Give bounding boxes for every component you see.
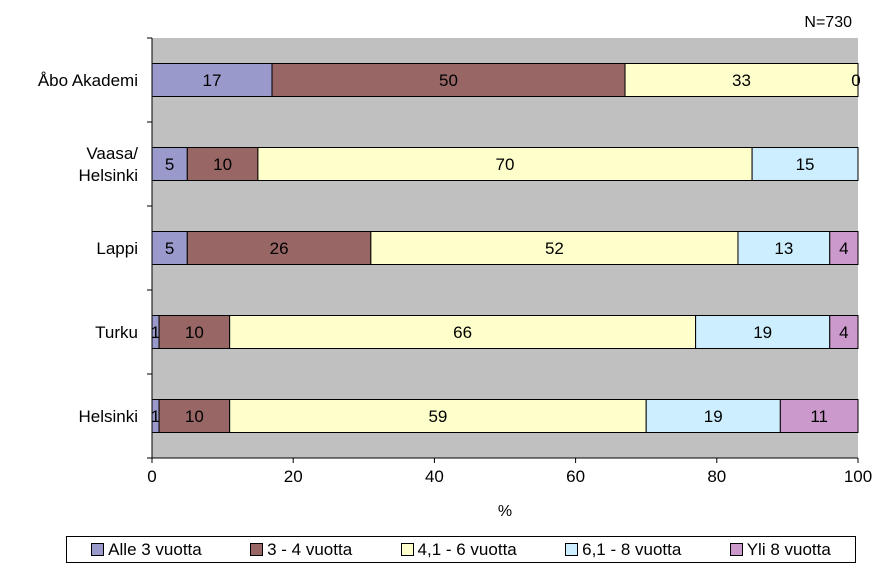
data-label: 19 <box>704 407 723 426</box>
legend-label: Yli 8 vuotta <box>746 539 831 559</box>
bar-segment <box>151 147 188 181</box>
x-tick-label: 20 <box>284 467 303 486</box>
category-label: Vaasa/ <box>86 144 138 163</box>
category-label: Helsinki <box>78 166 138 185</box>
legend-swatch <box>565 543 579 556</box>
data-label: 4 <box>839 323 848 342</box>
data-label: 59 <box>428 407 447 426</box>
bar-segment <box>257 147 753 181</box>
data-label: 15 <box>796 155 815 174</box>
bar-segment <box>186 147 259 181</box>
bar-segment <box>271 63 626 97</box>
legend-label: Alle 3 vuotta <box>108 539 202 559</box>
data-label: 13 <box>774 239 793 258</box>
data-label: 26 <box>270 239 289 258</box>
category-label: Helsinki <box>78 407 138 426</box>
x-tick-label: 60 <box>566 467 585 486</box>
bar-segment <box>158 315 231 349</box>
legend-item: Alle 3 vuotta <box>91 540 202 560</box>
data-label: 5 <box>165 239 174 258</box>
data-label: 10 <box>185 407 204 426</box>
data-label: 66 <box>453 323 472 342</box>
bar-segment <box>158 399 231 433</box>
sample-size-note: N=730 <box>804 14 852 31</box>
data-label: 50 <box>439 71 458 90</box>
legend-item: 4,1 - 6 vuotta <box>400 539 517 560</box>
data-label: 33 <box>732 71 751 90</box>
bar-segment <box>829 231 859 265</box>
bar-segment <box>751 147 859 181</box>
legend-label: 4,1 - 6 vuotta <box>417 539 517 559</box>
x-tick-label: 80 <box>707 467 726 486</box>
legend-swatch <box>729 543 743 556</box>
data-label: 10 <box>213 155 232 174</box>
data-label: 1 <box>151 323 160 342</box>
data-label: 19 <box>753 323 772 342</box>
data-label: 0 <box>851 71 860 90</box>
data-label: 17 <box>203 71 222 90</box>
bar-segment <box>151 63 273 97</box>
legend-swatch <box>91 543 105 556</box>
legend-label: 3 - 4 vuotta <box>267 539 353 559</box>
bar-segment <box>186 231 372 265</box>
data-label: 70 <box>496 155 515 174</box>
x-tick-label: 0 <box>147 467 156 486</box>
chart-legend: Alle 3 vuotta 3 - 4 vuotta 4,1 - 6 vuotta 6… <box>66 536 856 563</box>
category-label: Åbo Akademi <box>38 71 138 90</box>
bar-segment <box>829 315 859 349</box>
x-axis-title: % <box>498 503 512 520</box>
bar-segment <box>695 315 831 349</box>
bar-segment <box>624 63 859 97</box>
x-tick-label: 100 <box>844 467 872 486</box>
bar-segment <box>779 399 859 433</box>
legend-item: Yli 8 vuotta <box>729 539 831 560</box>
bar-segment <box>737 231 831 265</box>
data-label: 11 <box>810 407 828 426</box>
x-tick-label: 40 <box>425 467 444 486</box>
category-label: Turku <box>95 323 138 342</box>
data-label: 52 <box>545 239 564 258</box>
data-label: 5 <box>165 155 174 174</box>
data-label: 4 <box>839 239 848 258</box>
legend-item: 3 - 4 vuotta <box>250 540 352 560</box>
bar-segment <box>645 399 781 433</box>
category-label: Lappi <box>96 239 138 258</box>
data-label: 1 <box>151 407 160 426</box>
legend-label: 6,1 - 8 vuotta <box>582 539 682 559</box>
legend-swatch <box>250 543 264 556</box>
legend-swatch <box>400 543 414 556</box>
legend-item: 6,1 - 8 vuotta <box>565 540 681 560</box>
data-label: 10 <box>185 323 204 342</box>
bar-segment <box>370 231 739 265</box>
